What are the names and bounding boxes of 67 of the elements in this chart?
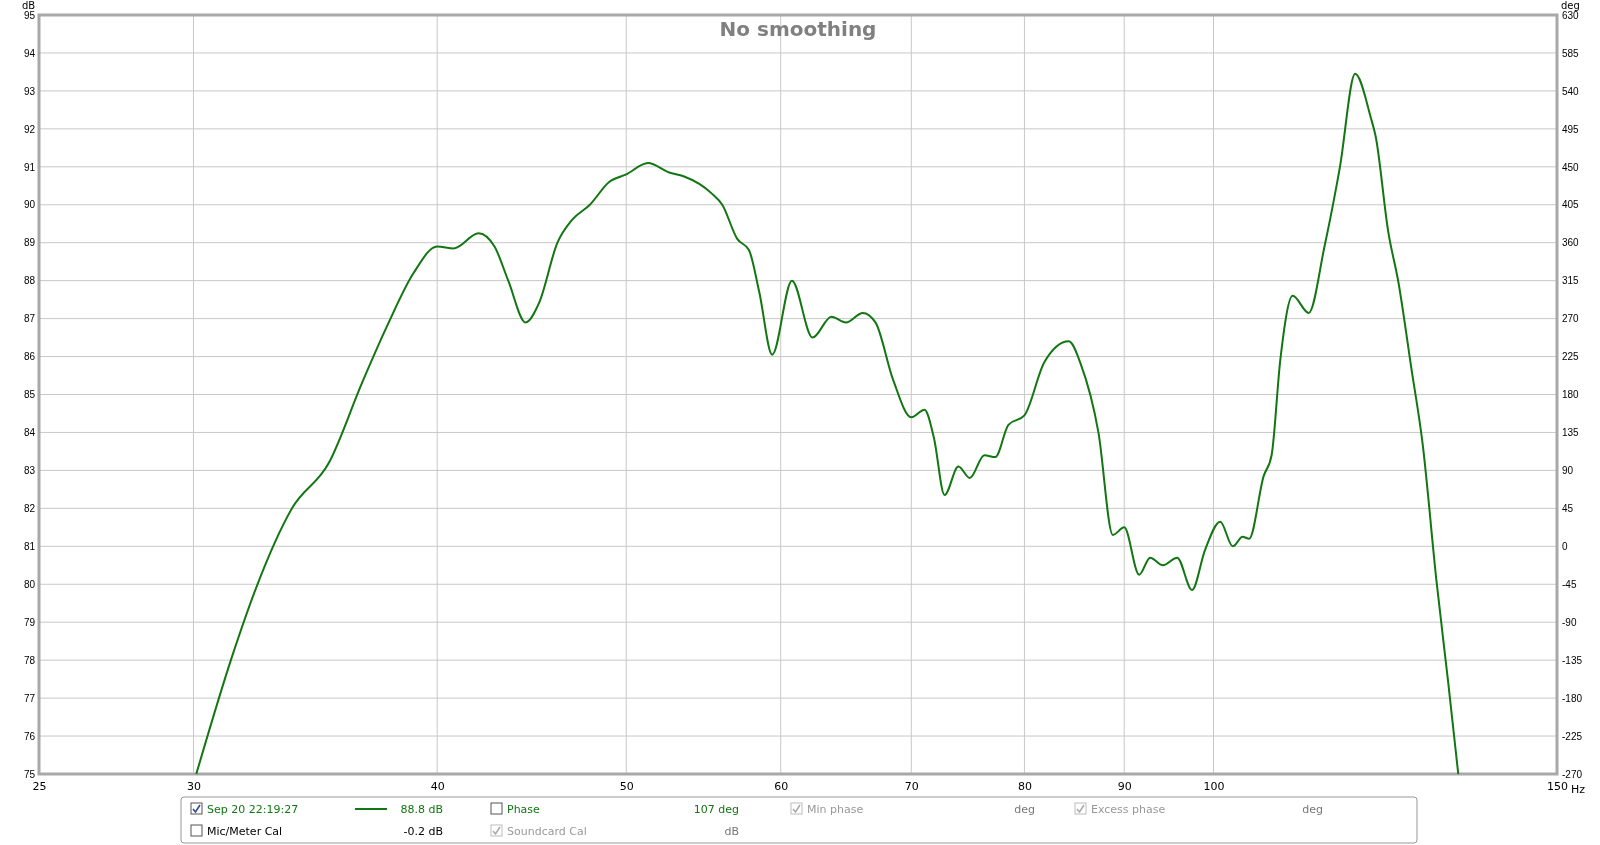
- y-tick-label: 94: [23, 47, 36, 59]
- x-tick-label: 60: [774, 779, 789, 793]
- x-axis-title: Hz: [1571, 783, 1586, 796]
- y2-tick-label: -180: [1562, 692, 1583, 704]
- text: Excess phase: [1091, 803, 1166, 816]
- y-tick-label: 86: [23, 351, 36, 363]
- y2-tick-label: 315: [1562, 275, 1580, 287]
- y2-tick-label: 180: [1562, 389, 1580, 401]
- y2-tick-label: -45: [1562, 578, 1577, 590]
- y-tick-label: 93: [23, 85, 36, 97]
- y2-tick-label: 45: [1562, 503, 1574, 515]
- y-tick-label: 77: [23, 692, 36, 704]
- y-tick-label: 85: [23, 389, 36, 401]
- text: 107 deg: [693, 803, 739, 816]
- text: dB: [724, 825, 739, 838]
- y-tick-label: 90: [23, 199, 36, 211]
- x-tick-label: 50: [619, 779, 634, 793]
- y-tick-label: 81: [23, 541, 36, 552]
- text: deg: [1302, 803, 1323, 816]
- y-axis-title: dB: [22, 0, 36, 11]
- x-tick-label: 90: [1117, 779, 1132, 793]
- text: Phase: [507, 803, 541, 816]
- x-tick-label: 100: [1203, 779, 1225, 793]
- x-tick-label: 150: [1547, 779, 1568, 793]
- y2-tick-label: 540: [1562, 85, 1580, 97]
- y-tick-label: 95: [23, 9, 36, 21]
- x-tick-label: 70: [904, 779, 919, 793]
- y2-tick-label: 585: [1562, 47, 1580, 59]
- y2-tick-label: -270: [1562, 768, 1583, 780]
- y2-tick-label: 135: [1562, 427, 1580, 439]
- y-tick-label: 92: [23, 123, 36, 135]
- y2-tick-label: -225: [1562, 730, 1583, 742]
- text: Mic/Meter Cal: [207, 825, 283, 838]
- y-tick-label: 79: [23, 616, 36, 628]
- text: Sep 20 22:19:27: [207, 803, 299, 816]
- x-tick-label: 30: [186, 779, 201, 793]
- y2-tick-label: 450: [1562, 161, 1580, 173]
- y-tick-label: 88: [23, 275, 36, 287]
- text: 88.8 dB: [400, 803, 443, 816]
- y-tick-label: 89: [23, 237, 36, 249]
- y2-tick-label: 0: [1562, 541, 1568, 552]
- y2-tick-label: -135: [1562, 654, 1583, 666]
- y2-tick-label: -90: [1562, 616, 1577, 628]
- text: deg: [1014, 803, 1035, 816]
- y2-tick-label: 405: [1562, 199, 1580, 211]
- y2-tick-label: 360: [1562, 237, 1580, 249]
- y2-tick-label: 225: [1562, 351, 1580, 363]
- y-tick-label: 80: [23, 578, 36, 590]
- y-tick-label: 83: [23, 465, 36, 477]
- y2-axis-title: deg: [1561, 0, 1580, 11]
- y-tick-label: 75: [23, 768, 36, 780]
- x-tick-label: 40: [430, 779, 445, 793]
- y2-tick-label: 90: [1562, 465, 1574, 477]
- text: Soundcard Cal: [507, 825, 587, 838]
- y2-tick-label: 495: [1562, 123, 1580, 135]
- y-tick-label: 76: [23, 730, 36, 742]
- x-tick-label: 80: [1017, 779, 1032, 793]
- text: -0.2 dB: [403, 825, 443, 838]
- y-tick-label: 91: [23, 161, 36, 173]
- chart-title: No smoothing: [719, 17, 877, 41]
- y2-tick-label: 270: [1562, 313, 1580, 325]
- text: Min phase: [807, 803, 864, 816]
- y-tick-label: 84: [23, 427, 36, 439]
- x-tick-label: 25: [32, 779, 47, 793]
- y-tick-label: 82: [23, 503, 36, 515]
- y-tick-label: 78: [23, 654, 36, 666]
- y-tick-label: 87: [23, 313, 36, 325]
